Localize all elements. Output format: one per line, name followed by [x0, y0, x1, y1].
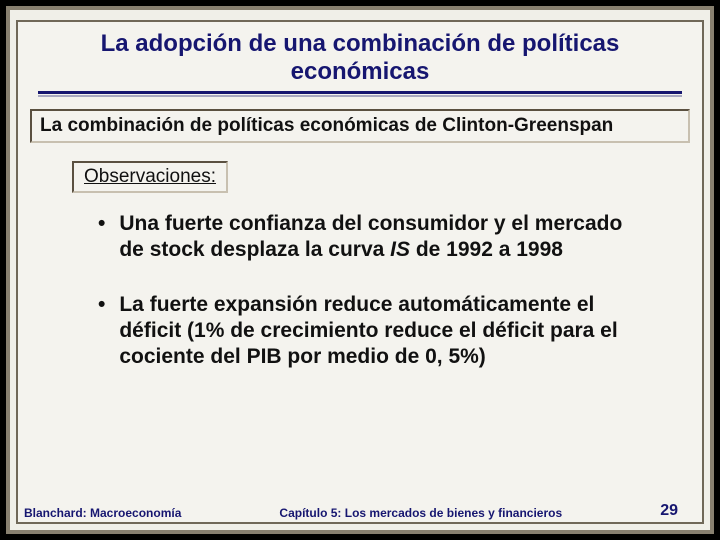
subtitle-text: La combinación de políticas económicas d… [40, 115, 680, 137]
slide-inner-frame: La adopción de una combinación de políti… [16, 20, 704, 524]
observations-box: Observaciones: [72, 161, 228, 193]
bullet-icon: • [98, 292, 105, 371]
bullet-icon: • [98, 211, 105, 264]
bullet-italic: IS [390, 238, 410, 261]
bullet-text: La fuerte expansión reduce automáticamen… [119, 292, 652, 371]
bullet-post: de 1992 a 1998 [410, 238, 563, 261]
list-item: • Una fuerte confianza del consumidor y … [98, 211, 652, 264]
subtitle-box: La combinación de políticas económicas d… [30, 109, 690, 143]
bullet-list: • Una fuerte confianza del consumidor y … [98, 211, 652, 370]
bullet-text: Una fuerte confianza del consumidor y el… [119, 211, 652, 264]
observations-label: Observaciones: [84, 166, 216, 187]
slide-mid-frame: La adopción de una combinación de políti… [6, 6, 714, 534]
title-underline [38, 91, 682, 97]
footer-page-number: 29 [660, 502, 696, 520]
footer-left: Blanchard: Macroeconomía [24, 506, 181, 520]
bullet-pre: La fuerte expansión reduce automáticamen… [119, 293, 617, 369]
footer-center: Capítulo 5: Los mercados de bienes y fin… [181, 506, 660, 520]
slide-outer-frame: La adopción de una combinación de políti… [0, 0, 720, 540]
list-item: • La fuerte expansión reduce automáticam… [98, 292, 652, 371]
slide-title: La adopción de una combinación de políti… [38, 30, 682, 85]
slide-footer: Blanchard: Macroeconomía Capítulo 5: Los… [24, 502, 696, 520]
